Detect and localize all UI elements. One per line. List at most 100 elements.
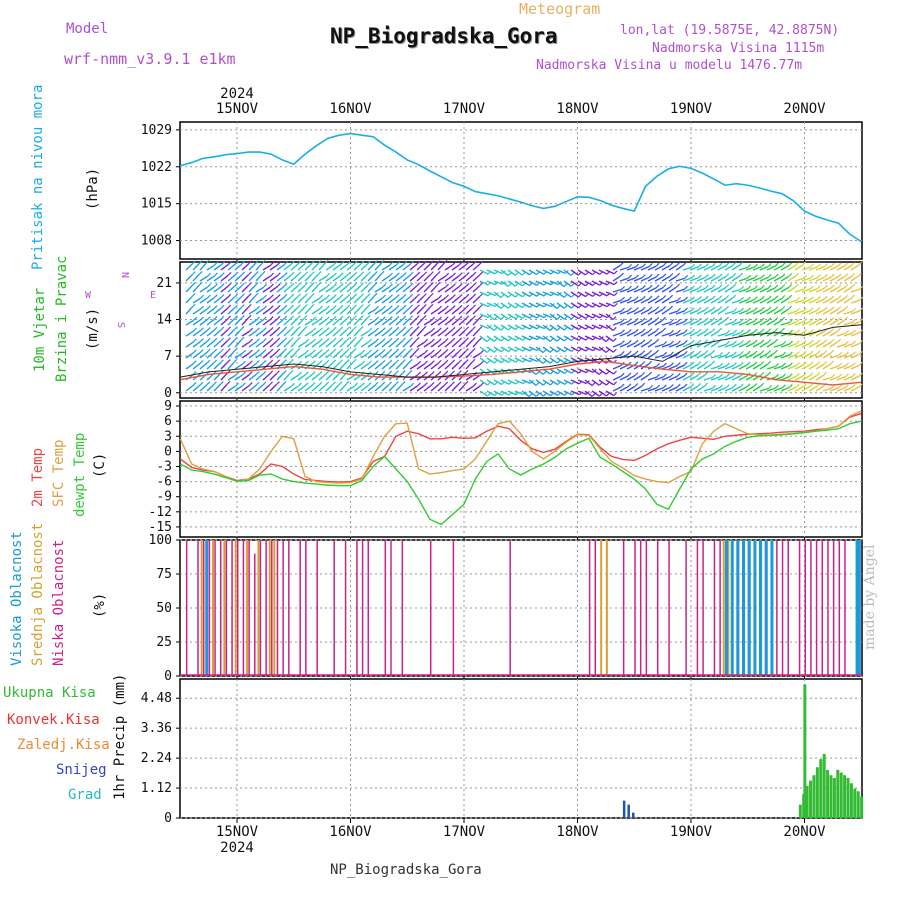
wind-barb <box>367 352 376 359</box>
wind-barb <box>297 328 305 337</box>
wind-barb-flag <box>563 283 568 287</box>
wind-barb-flag <box>339 283 344 288</box>
wind-barb-flag <box>837 284 842 289</box>
wind-barb <box>668 286 677 293</box>
wind-barb <box>668 364 678 370</box>
wind-barb <box>353 285 362 293</box>
wind-barb-flag <box>698 263 702 268</box>
wind-barb <box>416 285 424 293</box>
wind-barb <box>724 310 734 315</box>
wind-barb-flag <box>249 349 253 354</box>
mid-cloud-bar <box>722 540 725 676</box>
wind-barb-flag <box>598 381 603 386</box>
wind-speed-line <box>180 360 862 386</box>
wind-barb <box>731 310 741 315</box>
wind-barb-flag <box>782 340 787 345</box>
wind-barb-flag <box>318 327 323 332</box>
wind-barb <box>528 291 538 297</box>
wind-barb-flag <box>332 305 337 310</box>
wind-barb-flag <box>627 350 632 355</box>
wind-barb <box>661 354 671 359</box>
wind-barb-flag <box>389 272 393 277</box>
wind-barb-flag <box>472 315 476 320</box>
wind-barb-flag <box>451 326 456 331</box>
wind-barb <box>311 308 320 315</box>
wind-barb <box>556 368 566 375</box>
wind-barb <box>367 384 376 392</box>
wind-barb-flag <box>380 259 385 264</box>
wind-barb <box>283 329 291 337</box>
wind-barb-flag <box>310 303 315 308</box>
wind-barb <box>619 342 629 348</box>
wind-barb-flag <box>733 340 737 345</box>
wind-barb <box>290 307 298 315</box>
wind-barb-flag <box>262 338 267 343</box>
wind-barb <box>458 307 467 315</box>
wind-barb-flag <box>290 282 295 287</box>
wind-barb <box>598 368 607 375</box>
wind-barb <box>556 324 565 331</box>
wind-barb <box>766 365 776 370</box>
wind-barb-flag <box>746 339 751 344</box>
wind-barb-flag <box>388 348 393 353</box>
wind-barb-flag <box>373 281 378 286</box>
wind-barb <box>661 308 670 315</box>
compass-east-label: E <box>150 290 156 301</box>
wind-barb-flag <box>367 382 372 387</box>
wind-barb-flag <box>704 263 709 268</box>
wind-barb-flag <box>290 315 295 320</box>
wind-barb <box>640 276 650 282</box>
wind-barb <box>318 384 327 392</box>
wind-barb-flag <box>317 270 322 275</box>
wind-barb <box>388 264 397 271</box>
wind-barb <box>619 266 629 271</box>
wind-barb <box>563 324 573 331</box>
wind-barb-flag <box>395 348 400 353</box>
wind-barb-flag <box>290 304 295 309</box>
y-tick-label: 2.24 <box>141 751 172 766</box>
wind-barb <box>556 280 565 288</box>
wind-barb <box>619 364 629 370</box>
wind-barb-flag <box>739 361 744 366</box>
wind-barb-flag <box>262 316 267 321</box>
wind-barb <box>388 351 397 359</box>
wind-barb <box>507 379 517 385</box>
wind-barb <box>549 346 558 353</box>
wind-barb-flag <box>754 263 758 268</box>
wind-barb-flag <box>353 260 358 265</box>
wind-barb <box>703 320 713 326</box>
wind-barb-flag <box>395 370 399 375</box>
wind-barb-flag <box>289 358 294 363</box>
wind-barb <box>381 297 390 304</box>
wind-barb-flag <box>837 306 842 310</box>
wind-barb <box>794 288 804 293</box>
wind-barb-flag <box>641 371 646 376</box>
wind-barb <box>339 285 348 293</box>
wind-barb-flag <box>359 315 364 319</box>
wind-barb-flag <box>697 274 702 279</box>
wind-barb <box>689 374 699 381</box>
wind-barb <box>416 296 424 304</box>
wind-barb-flag <box>753 361 758 366</box>
wind-barb-flag <box>816 306 821 311</box>
wind-barb <box>724 286 734 293</box>
wind-barb-flag <box>704 382 708 387</box>
wind-barb <box>654 308 664 315</box>
wind-barb <box>192 273 200 282</box>
wind-barb <box>654 330 663 337</box>
wind-barb <box>318 286 327 293</box>
wind-barb <box>325 373 334 381</box>
wind-barb <box>619 277 629 282</box>
wind-barb <box>255 373 264 381</box>
wind-barb <box>563 390 573 396</box>
wind-barb <box>332 362 340 370</box>
wind-barb-flag <box>199 338 204 343</box>
wind-barb <box>199 286 208 293</box>
y-tick-label: 50 <box>156 601 172 616</box>
wind-barb-flag <box>431 338 435 343</box>
wind-barb <box>521 346 531 352</box>
wind-barb-flag <box>774 306 779 311</box>
wind-barb-flag <box>325 338 330 342</box>
wind-barb <box>787 386 797 392</box>
wind-barb-flag <box>282 380 287 385</box>
